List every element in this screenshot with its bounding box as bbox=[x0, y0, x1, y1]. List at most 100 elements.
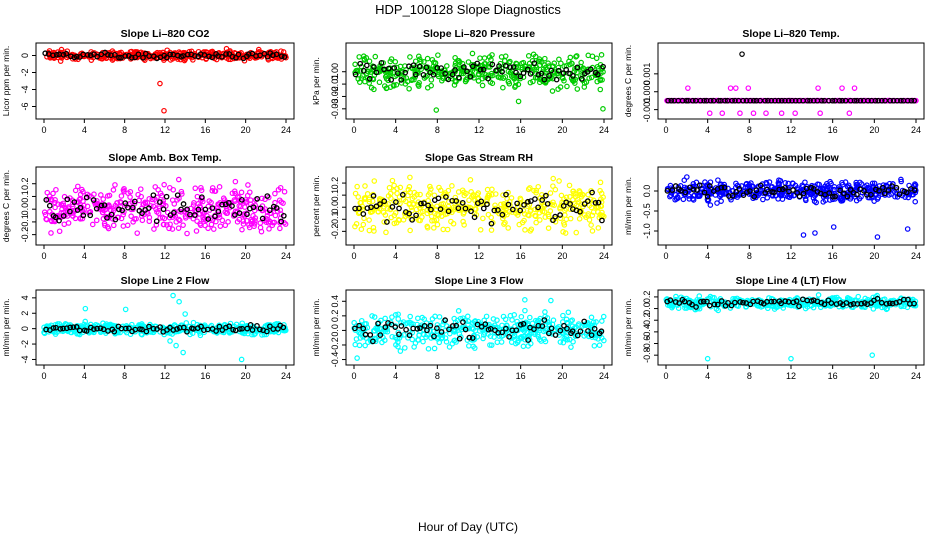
mean-point bbox=[790, 187, 796, 193]
mean-point bbox=[94, 53, 100, 60]
data-point bbox=[764, 194, 771, 201]
mean-point bbox=[477, 66, 484, 73]
mean-point bbox=[591, 325, 598, 332]
mean-point bbox=[796, 193, 803, 200]
data-point bbox=[452, 54, 458, 61]
data-point bbox=[248, 218, 255, 225]
x-tick-label: 4 bbox=[705, 371, 710, 381]
data-point bbox=[371, 327, 377, 334]
y-tick-label: -0.001 bbox=[642, 97, 652, 123]
data-point bbox=[550, 199, 556, 206]
mean-point bbox=[87, 212, 94, 219]
mean-point bbox=[50, 325, 57, 331]
data-point bbox=[449, 183, 455, 189]
mean-point bbox=[574, 64, 581, 71]
data-point bbox=[355, 194, 362, 200]
data-point bbox=[536, 217, 543, 223]
data-point bbox=[431, 59, 437, 66]
data-point bbox=[898, 176, 904, 183]
mean-point bbox=[212, 213, 218, 220]
outlier-point bbox=[792, 110, 798, 117]
mean-point bbox=[538, 70, 545, 77]
mean-point bbox=[857, 97, 864, 104]
data-point bbox=[535, 183, 542, 190]
data-point bbox=[193, 228, 200, 234]
data-point bbox=[451, 82, 458, 88]
data-point bbox=[371, 86, 377, 93]
mean-point bbox=[229, 203, 235, 209]
mean-point bbox=[135, 51, 142, 58]
mean-point bbox=[555, 67, 562, 74]
data-point bbox=[245, 182, 251, 188]
data-point bbox=[555, 86, 561, 92]
mean-point bbox=[63, 50, 70, 57]
mean-point bbox=[768, 97, 775, 104]
data-point bbox=[110, 187, 117, 193]
mean-point bbox=[443, 194, 449, 200]
data-point bbox=[551, 326, 558, 333]
outlier-point bbox=[745, 85, 752, 91]
mean-point bbox=[552, 213, 559, 220]
data-point bbox=[874, 196, 881, 202]
data-point bbox=[154, 209, 160, 215]
data-point bbox=[100, 215, 107, 222]
data-point bbox=[596, 342, 603, 349]
data-point bbox=[247, 197, 254, 203]
mean-point bbox=[889, 300, 896, 307]
x-tick-label: 0 bbox=[663, 371, 668, 381]
mean-point bbox=[391, 65, 398, 71]
data-point bbox=[461, 192, 468, 199]
data-point bbox=[225, 219, 231, 225]
data-point bbox=[77, 216, 84, 222]
data-point bbox=[50, 190, 56, 197]
data-point bbox=[500, 75, 507, 81]
data-point bbox=[525, 186, 532, 192]
data-point bbox=[104, 203, 111, 210]
mean-point bbox=[768, 298, 775, 305]
mean-point bbox=[707, 97, 714, 104]
data-point bbox=[247, 327, 253, 333]
mean-point bbox=[223, 51, 229, 57]
mean-point bbox=[585, 328, 591, 334]
data-point bbox=[572, 191, 579, 197]
data-point bbox=[510, 74, 516, 81]
data-point bbox=[104, 322, 111, 329]
figure-title: HDP_100128 Slope Diagnostics bbox=[375, 2, 561, 17]
data-point bbox=[480, 335, 486, 342]
data-point bbox=[110, 222, 117, 229]
data-point bbox=[416, 56, 423, 63]
mean-point bbox=[226, 51, 233, 57]
data-point bbox=[239, 226, 245, 233]
data-point bbox=[275, 186, 282, 193]
data-point bbox=[491, 334, 497, 340]
y-axis-label: ml/min per min. bbox=[311, 298, 321, 356]
mean-point bbox=[577, 328, 584, 335]
data-point bbox=[800, 187, 807, 193]
mean-point bbox=[771, 298, 777, 305]
data-point bbox=[229, 190, 236, 197]
mean-point bbox=[206, 53, 212, 60]
mean-point bbox=[219, 53, 225, 60]
data-point bbox=[463, 76, 469, 83]
data-point bbox=[453, 339, 459, 345]
mean-point bbox=[725, 299, 731, 306]
mean-point bbox=[370, 338, 376, 345]
mean-point bbox=[184, 328, 190, 335]
mean-point bbox=[184, 206, 190, 213]
mean-point bbox=[56, 217, 62, 224]
data-point bbox=[421, 59, 427, 65]
mean-point bbox=[466, 334, 473, 341]
mean-point bbox=[883, 300, 890, 307]
data-point bbox=[208, 322, 215, 329]
data-point bbox=[392, 59, 399, 65]
mean-point bbox=[377, 201, 383, 207]
y-tick-label: -0.2 bbox=[330, 337, 340, 353]
data-point bbox=[502, 316, 509, 323]
mean-point bbox=[445, 76, 452, 83]
data-point bbox=[488, 214, 495, 221]
mean-point bbox=[435, 195, 442, 202]
mean-point bbox=[810, 97, 817, 104]
data-point bbox=[358, 226, 365, 233]
data-point bbox=[669, 304, 675, 311]
data-point bbox=[406, 201, 413, 208]
